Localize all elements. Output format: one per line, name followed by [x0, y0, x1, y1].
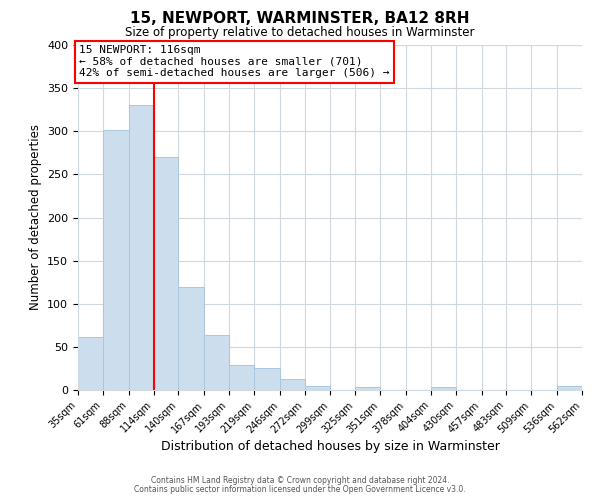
Bar	[78, 336, 103, 390]
X-axis label: Distribution of detached houses by size in Warminster: Distribution of detached houses by size …	[161, 440, 499, 454]
Bar	[154, 157, 178, 390]
Bar	[355, 388, 380, 390]
Text: Size of property relative to detached houses in Warminster: Size of property relative to detached ho…	[125, 26, 475, 39]
Bar	[305, 386, 331, 390]
Text: Contains public sector information licensed under the Open Government Licence v3: Contains public sector information licen…	[134, 485, 466, 494]
Bar	[128, 106, 154, 390]
Bar	[254, 368, 280, 390]
Bar	[103, 130, 128, 390]
Bar	[557, 386, 582, 390]
Bar	[431, 388, 456, 390]
Bar	[204, 335, 229, 390]
Bar	[229, 365, 254, 390]
Text: 15, NEWPORT, WARMINSTER, BA12 8RH: 15, NEWPORT, WARMINSTER, BA12 8RH	[130, 11, 470, 26]
Text: 15 NEWPORT: 116sqm
← 58% of detached houses are smaller (701)
42% of semi-detach: 15 NEWPORT: 116sqm ← 58% of detached hou…	[79, 45, 389, 78]
Y-axis label: Number of detached properties: Number of detached properties	[29, 124, 41, 310]
Bar	[280, 379, 305, 390]
Text: Contains HM Land Registry data © Crown copyright and database right 2024.: Contains HM Land Registry data © Crown c…	[151, 476, 449, 485]
Bar	[178, 286, 204, 390]
